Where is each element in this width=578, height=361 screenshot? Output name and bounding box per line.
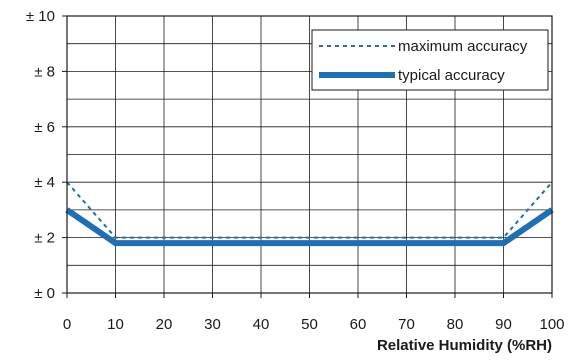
x-tick-label: 0 [63, 316, 71, 333]
series-line-typical-accuracy [65, 207, 554, 247]
x-tick-label: 100 [539, 316, 564, 333]
y-tick-label: ± 2 [34, 230, 55, 247]
grid-layer [67, 16, 552, 293]
x-tick-label: 80 [447, 316, 464, 333]
x-tick-label: 30 [204, 316, 221, 333]
x-tick-label: 60 [350, 316, 367, 333]
y-tick-label: ± 8 [34, 63, 55, 80]
legend-label: maximum accuracy [398, 38, 528, 55]
y-tick-label: ± 0 [34, 285, 55, 302]
y-tick-label: ± 10 [26, 8, 55, 25]
legend-label: typical accuracy [398, 67, 505, 84]
y-tick-label: ± 4 [34, 174, 55, 191]
x-tick-label: 40 [253, 316, 270, 333]
y-tick-label: ± 6 [34, 119, 55, 136]
tick-layer: ± 0 ± 2 ± 4 ± 6 ± 8 ± 10 0 10 20 30 40 50 60 70 80 90 10… [26, 8, 565, 333]
legend: maximum accuracy typical accuracy [311, 29, 549, 91]
legend-box [311, 29, 549, 91]
x-axis-title: Relative Humidity (%RH) [377, 337, 552, 354]
x-tick-label: 70 [398, 316, 415, 333]
x-tick-label: 10 [107, 316, 124, 333]
series-layer [65, 181, 554, 247]
x-tick-label: 50 [301, 316, 318, 333]
x-tick-label: 20 [156, 316, 173, 333]
series-line-maximum-accuracy [66, 181, 553, 239]
x-tick-label: 90 [495, 316, 512, 333]
